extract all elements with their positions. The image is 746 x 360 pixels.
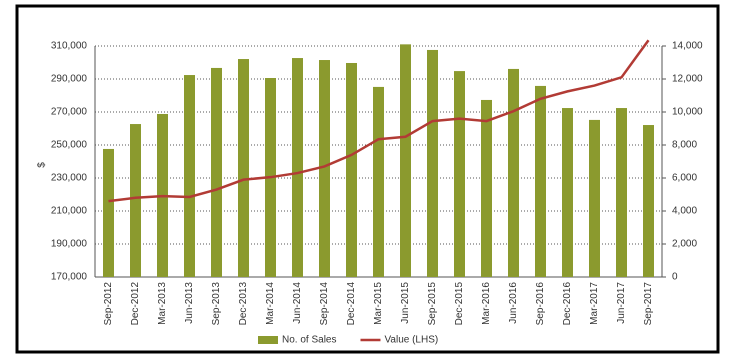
x-tick-label: Sep-2014 <box>319 282 330 326</box>
x-tick-label: Mar-2017 <box>589 282 600 325</box>
x-tick-label: Sep-2013 <box>211 282 222 326</box>
y2-tick-label: 4,000 <box>672 206 697 217</box>
line <box>108 39 650 203</box>
x-tick-label: Mar-2015 <box>373 282 384 325</box>
y2-tick-label: 0 <box>672 272 678 283</box>
y-tick-label: 270,000 <box>51 107 88 118</box>
x-tick-label: Sep-2016 <box>535 282 546 326</box>
x-tick-label: Mar-2016 <box>481 282 492 325</box>
bar <box>589 119 600 277</box>
bar <box>427 49 438 278</box>
bar <box>292 58 303 277</box>
x-tick-label: Dec-2012 <box>130 282 141 326</box>
x-tick-label: Dec-2016 <box>562 282 573 326</box>
y2-tick-label: 12,000 <box>672 74 703 85</box>
x-tick-label: Dec-2015 <box>454 282 465 326</box>
bar <box>454 71 465 277</box>
y-tick-label: 310,000 <box>51 41 88 52</box>
x-tick-label: Sep-2017 <box>643 282 654 326</box>
bar <box>238 59 249 277</box>
y2-tick-label: 8,000 <box>672 140 697 151</box>
legend-swatch <box>258 336 278 344</box>
x-tick-label: Jun-2017 <box>616 282 627 324</box>
y2-tick-label: 14,000 <box>672 41 703 52</box>
bar <box>373 86 384 277</box>
x-tick-label: Jun-2015 <box>400 282 411 324</box>
bar <box>616 108 627 277</box>
y-axis-label: $ <box>37 162 48 168</box>
y2-tick-label: 2,000 <box>672 239 697 250</box>
y-tick-label: 250,000 <box>51 140 88 151</box>
x-tick-label: Jun-2013 <box>184 282 195 324</box>
y2-tick-label: 10,000 <box>672 107 703 118</box>
x-tick-label: Mar-2013 <box>157 282 168 325</box>
frame <box>15 4 720 354</box>
legend-label: Value (LHS) <box>384 335 438 346</box>
bar <box>400 44 411 277</box>
bar <box>346 62 357 278</box>
x-tick-label: Dec-2013 <box>238 282 249 326</box>
bar <box>508 68 519 277</box>
y-tick-label: 190,000 <box>51 239 88 250</box>
bar <box>211 67 222 277</box>
x-tick-label: Sep-2015 <box>427 282 438 326</box>
bar <box>481 99 492 277</box>
x-tick-label: Jun-2016 <box>508 282 519 324</box>
x-tick-label: Mar-2014 <box>265 282 276 325</box>
legend-label: No. of Sales <box>282 335 336 346</box>
x-tick-label: Jun-2014 <box>292 282 303 324</box>
y-tick-label: 230,000 <box>51 173 88 184</box>
bar <box>130 124 141 277</box>
bar <box>184 75 195 277</box>
y-tick-label: 170,000 <box>51 272 88 283</box>
bar <box>103 148 114 277</box>
bar <box>562 108 573 277</box>
x-tick-label: Sep-2012 <box>103 282 114 326</box>
bar <box>643 125 654 277</box>
y-tick-label: 290,000 <box>51 74 88 85</box>
x-tick-label: Dec-2014 <box>346 282 357 326</box>
y-tick-label: 210,000 <box>51 206 88 217</box>
y2-tick-label: 6,000 <box>672 173 697 184</box>
bar <box>535 85 546 278</box>
bar <box>319 60 330 278</box>
